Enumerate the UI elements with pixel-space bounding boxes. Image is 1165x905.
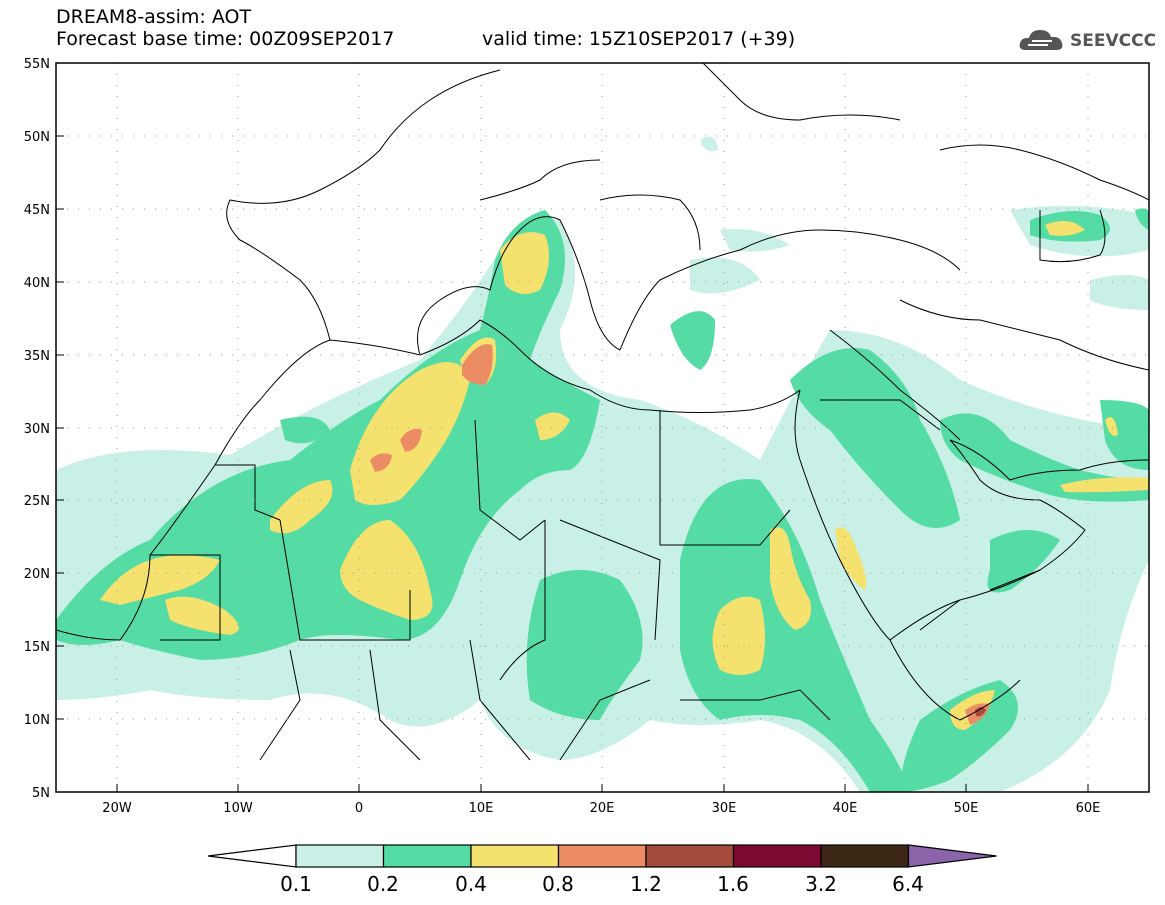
colorbar-label: 0.1	[280, 872, 312, 896]
lon-label: 30E	[712, 801, 737, 816]
lon-label: 20W	[102, 801, 132, 816]
lat-label: 50N	[24, 130, 50, 145]
lon-label: 60E	[1076, 801, 1101, 816]
lat-label: 55N	[24, 57, 50, 72]
colorbar-label: 1.6	[717, 872, 749, 896]
colorbar-label: 6.4	[892, 872, 924, 896]
lat-label: 35N	[24, 349, 50, 364]
seevccc-logo: SEEVCCC	[1018, 26, 1157, 56]
lon-label: 40E	[833, 801, 858, 816]
lat-label: 30N	[24, 422, 50, 437]
coastlines	[56, 63, 1149, 761]
aot-band-0.2	[56, 208, 1149, 792]
colorbar	[207, 844, 997, 868]
logo-text: SEEVCCC	[1070, 31, 1157, 51]
colorbar-label: 3.2	[805, 872, 837, 896]
cloud-logo-icon	[1019, 30, 1063, 50]
colorbar-swatch	[557, 844, 647, 868]
aot-band-1.2	[975, 707, 986, 717]
lat-label: 10N	[24, 713, 50, 728]
colorbar-swatch	[732, 844, 822, 868]
lat-label: 45N	[24, 203, 50, 218]
lon-label: 0	[355, 801, 363, 816]
colorbar-swatch	[820, 844, 910, 868]
colorbar-label: 0.4	[455, 872, 487, 896]
colorbar-label: 1.2	[630, 872, 662, 896]
forecast-base-time: Forecast base time: 00Z09SEP2017	[56, 28, 395, 50]
colorbar-label: 0.2	[367, 872, 399, 896]
valid-time: valid time: 15Z10SEP2017 (+39)	[482, 28, 796, 50]
lon-label: 50E	[954, 801, 979, 816]
colorbar-over-triangle	[907, 844, 997, 868]
lon-label: 10E	[469, 801, 494, 816]
lon-label: 10W	[223, 801, 253, 816]
colorbar-swatch	[645, 844, 735, 868]
colorbar-swatch	[295, 844, 385, 868]
colorbar-swatch	[470, 844, 560, 868]
lat-label: 5N	[32, 786, 50, 801]
lon-label: 20E	[590, 801, 615, 816]
lat-label: 25N	[24, 494, 50, 509]
lat-label: 15N	[24, 640, 50, 655]
lon-labels: 20W 10W 0 10E 20E 30E 40E 50E 60E	[102, 801, 1100, 816]
colorbar-label: 0.8	[542, 872, 574, 896]
colorbar-swatch	[382, 844, 472, 868]
lat-label: 40N	[24, 276, 50, 291]
lat-labels: 55N 50N 45N 40N 35N 30N 25N 20N 15N 10N …	[24, 57, 50, 801]
map-title: DREAM8-assim: AOT	[56, 6, 252, 28]
lat-label: 20N	[24, 567, 50, 582]
lat-lon-grid	[56, 63, 1149, 792]
axis-ticks	[56, 62, 1089, 792]
colorbar-under-triangle	[207, 844, 297, 868]
